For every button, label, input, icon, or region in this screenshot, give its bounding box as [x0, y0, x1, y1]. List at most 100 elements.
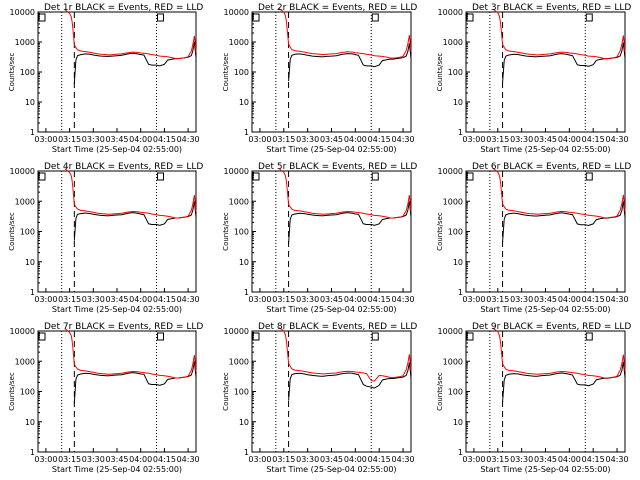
events-series-line [73, 361, 197, 404]
y-tick-label: 10 [239, 258, 249, 267]
x-axis-label: Start Time (25-Sep-04 02:55:00) [52, 465, 182, 474]
x-tick-label: 03:45 [105, 295, 128, 304]
x-tick-label: 03:00 [462, 135, 485, 144]
x-tick-label: 03:30 [82, 455, 105, 464]
y-tick-label: 10 [239, 418, 249, 427]
y-tick-label: 10 [25, 98, 35, 107]
y-tick-label: 10 [25, 418, 35, 427]
x-axis-label: Start Time (25-Sep-04 02:55:00) [266, 465, 396, 474]
y-tick-label: 10000 [224, 167, 249, 176]
x-tick-label: 04:15 [368, 455, 391, 464]
y-axis-label: Counts/sec [436, 212, 444, 251]
end-marker [585, 332, 593, 341]
y-tick-label: 10000 [438, 167, 463, 176]
y-tick-label: 100 [20, 228, 35, 237]
x-tick-label: 04:30 [392, 135, 415, 144]
y-tick-label: 100 [20, 388, 35, 397]
x-tick-label: 03:45 [534, 295, 557, 304]
x-tick-label: 03:00 [34, 295, 57, 304]
x-axis-label: Start Time (25-Sep-04 02:55:00) [266, 305, 396, 314]
lld-series-line [64, 328, 197, 379]
x-tick-label: 04:00 [558, 295, 581, 304]
x-tick-label: 04:30 [392, 455, 415, 464]
start-marker [252, 13, 260, 22]
x-tick-label: 04:15 [582, 455, 605, 464]
y-tick-label: 1 [244, 128, 249, 137]
x-axis-label: Start Time (25-Sep-04 02:55:00) [480, 145, 610, 154]
y-tick-label: 1000 [229, 357, 249, 366]
x-tick-label: 03:30 [510, 295, 533, 304]
lld-series-line [278, 168, 412, 219]
y-tick-label: 10 [453, 98, 463, 107]
x-tick-label: 03:30 [296, 455, 319, 464]
panel-title: Det 3r BLACK = Events, RED = LLD [472, 3, 631, 13]
y-tick-label: 100 [20, 68, 35, 77]
x-tick-label: 03:30 [296, 135, 319, 144]
start-marker [38, 332, 46, 341]
x-tick-label: 03:15 [272, 295, 295, 304]
start-marker [466, 172, 474, 181]
y-tick-label: 1 [244, 288, 249, 297]
x-tick-label: 04:15 [153, 455, 176, 464]
x-tick-label: 03:15 [486, 135, 509, 144]
events-series-line [288, 362, 412, 401]
x-axis-label: Start Time (25-Sep-04 02:55:00) [266, 145, 396, 154]
x-tick-label: 03:45 [105, 135, 128, 144]
lld-series-line [492, 8, 626, 60]
x-tick-label: 04:00 [344, 135, 367, 144]
y-tick-label: 1 [458, 288, 463, 297]
x-tick-label: 03:00 [248, 295, 271, 304]
x-tick-label: 03:00 [34, 135, 57, 144]
x-tick-label: 03:45 [320, 295, 343, 304]
y-tick-label: 10 [453, 258, 463, 267]
x-tick-label: 03:30 [510, 455, 533, 464]
end-marker [585, 172, 593, 181]
y-axis-label: Counts/sec [222, 372, 230, 411]
y-tick-label: 100 [234, 228, 249, 237]
x-tick-label: 03:15 [58, 295, 81, 304]
events-series-line [502, 201, 626, 243]
y-tick-label: 1000 [229, 197, 249, 206]
lld-series-line [64, 9, 197, 60]
y-axis-label: Counts/sec [8, 372, 16, 411]
start-marker [252, 332, 260, 341]
panel-title: Det 5r BLACK = Events, RED = LLD [258, 162, 417, 172]
y-tick-label: 100 [448, 68, 463, 77]
x-tick-label: 04:30 [177, 135, 200, 144]
x-tick-label: 03:15 [486, 455, 509, 464]
x-axis-label: Start Time (25-Sep-04 02:55:00) [480, 305, 610, 314]
events-series-line [288, 43, 412, 82]
x-tick-label: 04:15 [368, 135, 391, 144]
y-tick-label: 1000 [443, 357, 463, 366]
x-tick-label: 04:00 [558, 135, 581, 144]
panel-title: Det 4r BLACK = Events, RED = LLD [44, 162, 203, 172]
x-tick-label: 03:15 [272, 455, 295, 464]
x-tick-label: 03:00 [248, 135, 271, 144]
end-marker [157, 332, 164, 341]
y-axis-label: Counts/sec [8, 212, 16, 251]
x-tick-label: 04:30 [606, 135, 629, 144]
y-axis-label: Counts/sec [222, 53, 230, 92]
y-tick-label: 100 [448, 388, 463, 397]
panel-title: Det 7r BLACK = Events, RED = LLD [44, 322, 203, 332]
y-tick-label: 100 [234, 68, 249, 77]
x-tick-label: 04:00 [129, 455, 152, 464]
x-axis-label: Start Time (25-Sep-04 02:55:00) [52, 305, 182, 314]
y-tick-label: 10000 [10, 327, 35, 336]
events-series-line [73, 201, 197, 241]
x-tick-label: 03:45 [320, 135, 343, 144]
lld-series-line [64, 168, 197, 219]
x-tick-label: 04:30 [177, 455, 200, 464]
y-tick-label: 1 [458, 448, 463, 457]
x-tick-label: 04:30 [606, 455, 629, 464]
lld-series-line [278, 327, 412, 382]
x-tick-label: 03:00 [462, 295, 485, 304]
x-tick-label: 03:00 [462, 455, 485, 464]
y-tick-label: 1000 [15, 197, 35, 206]
y-tick-label: 1 [30, 128, 35, 137]
events-series-line [73, 41, 197, 84]
end-marker [585, 13, 593, 22]
events-series-line [502, 42, 626, 83]
events-series-line [502, 361, 626, 403]
